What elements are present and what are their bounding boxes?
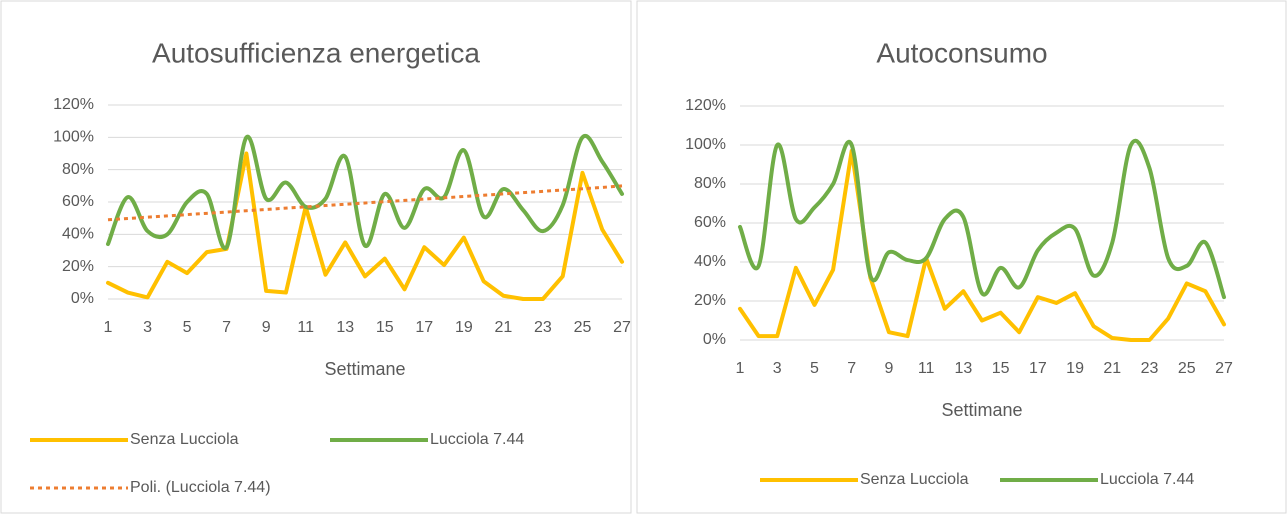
x-tick-label: 21 xyxy=(1103,360,1121,377)
x-tick-label: 1 xyxy=(736,360,745,377)
chart-title: Autosufficienza energetica xyxy=(152,37,480,68)
legend-label: Senza Lucciola xyxy=(860,471,969,488)
y-tick-label: 60% xyxy=(694,214,726,231)
x-tick-label: 3 xyxy=(773,360,782,377)
x-tick-label: 13 xyxy=(336,319,354,336)
y-tick-label: 0% xyxy=(703,331,726,348)
x-tick-label: 5 xyxy=(810,360,819,377)
y-tick-label: 100% xyxy=(53,129,94,146)
x-tick-label: 25 xyxy=(1178,360,1196,377)
legend-label: Poli. (Lucciola 7.44) xyxy=(130,479,271,496)
x-tick-label: 15 xyxy=(376,319,394,336)
legend-label: Senza Lucciola xyxy=(130,431,239,448)
x-tick-label: 23 xyxy=(1141,360,1159,377)
legend-label: Lucciola 7.44 xyxy=(430,431,524,448)
x-tick-label: 27 xyxy=(613,319,631,336)
x-tick-label: 19 xyxy=(455,319,473,336)
y-tick-label: 20% xyxy=(62,258,94,275)
y-tick-label: 60% xyxy=(62,193,94,210)
y-tick-label: 120% xyxy=(53,96,94,113)
y-tick-label: 40% xyxy=(694,253,726,270)
x-tick-label: 15 xyxy=(992,360,1010,377)
x-tick-label: 17 xyxy=(415,319,433,336)
x-tick-label: 9 xyxy=(262,319,271,336)
series-line xyxy=(107,184,623,222)
y-tick-label: 80% xyxy=(62,161,94,178)
chart-frame xyxy=(636,0,1287,514)
x-tick-label: 11 xyxy=(918,360,935,377)
y-tick-label: 80% xyxy=(694,175,726,192)
x-tick-label: 3 xyxy=(143,319,152,336)
y-tick-label: 100% xyxy=(685,136,726,153)
y-tick-label: 20% xyxy=(694,292,726,309)
x-tick-label: 5 xyxy=(183,319,192,336)
series-line xyxy=(738,138,1226,300)
x-tick-label: 27 xyxy=(1215,360,1233,377)
series-line xyxy=(106,133,624,251)
x-axis-label: Settimane xyxy=(941,400,1022,420)
x-tick-label: 1 xyxy=(104,319,113,336)
chart-frame xyxy=(0,0,632,514)
legend-label: Lucciola 7.44 xyxy=(1100,471,1194,488)
x-tick-label: 17 xyxy=(1029,360,1047,377)
x-tick-label: 9 xyxy=(884,360,893,377)
x-tick-label: 25 xyxy=(574,319,592,336)
y-tick-label: 120% xyxy=(685,97,726,114)
x-tick-label: 7 xyxy=(847,360,856,377)
y-tick-label: 40% xyxy=(62,226,94,243)
x-tick-label: 21 xyxy=(494,319,512,336)
series-line xyxy=(106,151,624,301)
x-tick-label: 13 xyxy=(954,360,972,377)
x-tick-label: 23 xyxy=(534,319,552,336)
x-tick-label: 19 xyxy=(1066,360,1084,377)
chart-title: Autoconsumo xyxy=(876,37,1047,68)
x-axis-label: Settimane xyxy=(324,359,405,379)
x-tick-label: 11 xyxy=(297,319,314,336)
y-tick-label: 0% xyxy=(71,290,94,307)
x-tick-label: 7 xyxy=(222,319,231,336)
series-line xyxy=(738,148,1226,342)
